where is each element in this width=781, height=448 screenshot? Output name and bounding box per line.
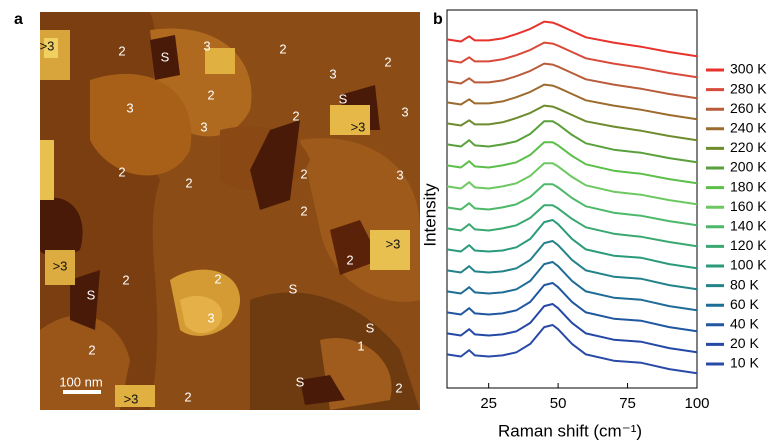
spectrum-line [446,162,698,206]
legend-label: 300 K [730,61,767,77]
x-axis-label: Raman shift (cm⁻¹) [498,421,642,440]
y-axis-label: Intensity [420,183,439,247]
region-label: 3 [396,167,403,182]
region-label: 2 [384,54,391,69]
region-label: 2 [88,342,95,357]
region-label: 2 [184,389,191,404]
x-tick-label: 50 [550,395,567,412]
x-tick-label: 75 [619,395,636,412]
region-label: 2 [122,272,129,287]
legend-label: 200 K [730,159,767,175]
panel-label: a [14,11,23,28]
region-label: 3 [126,100,133,115]
region-label: 2 [279,41,286,56]
spectrum-line [446,141,698,185]
legend-label: 260 K [730,100,767,116]
spectrum-line [446,41,698,79]
spectrum-line [446,20,698,58]
region-label: 2 [346,252,353,267]
region-label: 2 [185,175,192,190]
legend-label: 20 K [730,335,759,351]
region-label: S [366,320,375,335]
x-tick-label: 100 [684,395,709,412]
spectrum-line [446,219,698,270]
x-tick-label: 25 [480,395,497,412]
spectrum-line [446,104,698,142]
spectrum-line [446,83,698,121]
region-label: 3 [200,119,207,134]
spectrum-line [446,204,698,248]
region-label: S [87,287,96,302]
region-label: 2 [207,87,214,102]
region-label: 1 [357,338,364,353]
region-label: >3 [53,258,68,273]
afm-image [40,12,420,410]
legend-label: 140 K [730,218,767,234]
legend-label: 160 K [730,198,767,214]
plot-frame [446,9,698,389]
region-label: S [289,281,298,296]
region-label: 3 [207,310,214,325]
spectrum-line [446,303,698,354]
region-label: >3 [351,119,366,134]
spectrum-line [446,183,698,227]
scale-bar-label: 100 nm [59,374,102,389]
region-label: >3 [386,236,401,251]
legend-label: 80 K [730,276,759,292]
region-label: 2 [395,380,402,395]
legend-label: 120 K [730,237,767,253]
region-label: 2 [300,166,307,181]
region-label: 2 [292,108,299,123]
region-label: 2 [118,164,125,179]
spectrum-line [446,62,698,100]
region-label: S [339,91,348,106]
legend-label: 180 K [730,178,767,194]
region-label: S [161,49,170,64]
spectrum-line [446,261,698,312]
legend-label: 60 K [730,296,759,312]
region-label: 3 [203,38,210,53]
region-label: >3 [124,391,139,406]
legend-label: 40 K [730,316,759,332]
region-label: 2 [118,43,125,58]
region-label: >3 [40,38,55,53]
spectrum-line [446,282,698,333]
region-label: 2 [300,203,307,218]
region-label: S [296,374,305,389]
spectrum-line [446,240,698,291]
legend-label: 100 K [730,257,767,273]
region-label: 3 [329,66,336,81]
legend-label: 10 K [730,355,759,371]
spectrum-line [446,120,698,164]
spectrum-line [446,324,698,375]
region-label: 2 [214,271,221,286]
legend-label: 220 K [730,139,767,155]
legend-label: 280 K [730,80,767,96]
legend-label: 240 K [730,120,767,136]
region-label: 3 [401,104,408,119]
panel-label: b [433,11,443,28]
